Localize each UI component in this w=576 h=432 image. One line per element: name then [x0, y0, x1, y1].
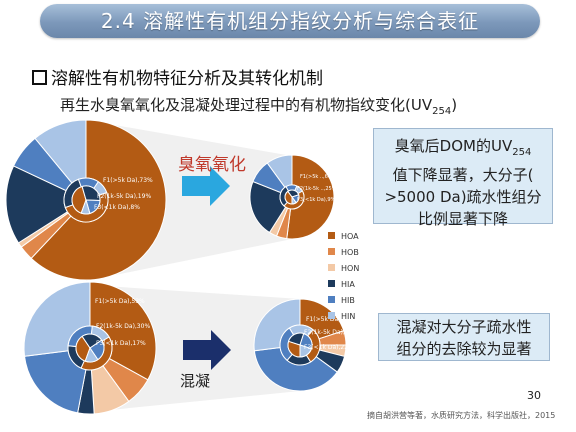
ozone-before-label-1: F1(>5k Da),73% — [103, 177, 153, 184]
subtitle: 再生水臭氧氧化及混凝处理过程中的有机物指纹变化(UV254) — [60, 94, 457, 117]
coag-after-label-2: F2(1k-5k Da),37% — [304, 329, 358, 336]
legend-swatch — [328, 296, 335, 303]
legend-swatch — [328, 264, 335, 271]
legend-swatch — [328, 312, 335, 319]
coag-after-label-3: F3(<1k Da),22% — [304, 344, 354, 351]
coag-before-label-3: F3(<1k Da),17% — [96, 340, 146, 347]
coag-note-line-2: 组分的去除较为显著 — [396, 340, 532, 358]
ozone-after-label-2: F2(1k-5k ..,25% — [297, 186, 337, 192]
coag-before-label-1: F1(>5k Da),53% — [95, 298, 145, 305]
legend-swatch — [328, 248, 335, 255]
legend-item-hin: HIN — [328, 312, 359, 328]
ozone-before-label-3: F3(<1k Da),8% — [94, 204, 140, 211]
legend-swatch — [328, 280, 335, 287]
slide-title: 2.4 溶解性有机组分指纹分析与综合表征 — [100, 9, 480, 33]
legend-item-hib: HIB — [328, 296, 359, 312]
ozone-after-inner-slice-hin-3 — [291, 195, 297, 205]
legend-item-hia: HIA — [328, 280, 359, 296]
legend-label: HIB — [341, 296, 355, 305]
coag-before-inner-slice-hoa-0 — [75, 335, 91, 362]
ozone-label: 臭氧氧化 — [178, 155, 246, 175]
ozone-note-line-3: >5000 Da)疏水性组分 — [384, 188, 542, 206]
ozone-note: 臭氧后DOM的UV254 值下降显著，大分子( >5000 Da)疏水性组分 比… — [373, 128, 553, 228]
ozone-note-line-1: 臭氧后DOM的UV254 — [394, 137, 532, 158]
ozone-before-inner-slice-hia-1 — [81, 185, 101, 202]
ozone-before-inner-slice-hin-3 — [80, 198, 91, 215]
citation: 摘自胡洪营等著，水质研究方法，科学出版社，2015 — [367, 411, 556, 420]
coagulation-note: 混凝对大分子疏水性 组分的去除较为显著 — [378, 313, 550, 361]
page-number: 30 — [527, 389, 541, 402]
legend-label: HIN — [341, 312, 356, 321]
ozone-arrow-icon — [182, 166, 230, 206]
legend-label: HIA — [341, 280, 355, 289]
subtitle-text: 再生水臭氧氧化及混凝处理过程中的有机物指纹变化(UV — [60, 96, 433, 114]
checkbox-square-icon — [32, 70, 47, 85]
legend-item-hon: HON — [328, 264, 359, 280]
ozone-after-label-3: F3(<1k Da),9% — [297, 197, 335, 203]
coag-after-label-1: F1(>5k Da),41% — [306, 316, 356, 323]
coag-arrow-icon — [183, 330, 231, 370]
subtitle-subscript: 254 — [432, 106, 452, 117]
coag-before-label-2: F2(1k-5k Da),30% — [96, 323, 150, 330]
coag-after-inner-slice-hin-3 — [299, 344, 313, 358]
section-heading: 溶解性有机物特征分析及其转化机制 — [32, 64, 323, 89]
ozone-before-inner-slice-hoa-0 — [71, 185, 87, 214]
legend-swatch — [328, 232, 335, 239]
title-banner: 2.4 溶解性有机组分指纹分析与综合表征 — [40, 4, 540, 38]
subtitle-close: ) — [451, 96, 458, 114]
coag-before-inner-slice-hin-3 — [84, 346, 99, 363]
coagulation-label: 混凝 — [180, 372, 211, 390]
legend-label: HOB — [341, 248, 359, 257]
coag-note-line-1: 混凝对大分子疏水性 — [396, 318, 532, 336]
legend-item-hob: HOB — [328, 248, 359, 264]
legend: HOA HOB HON HIA HIB HIN — [328, 232, 359, 328]
legend-label: HOA — [341, 232, 359, 241]
ozone-before-label-2: F2(1k-5k Da),19% — [97, 193, 151, 200]
legend-label: HON — [341, 264, 360, 273]
section-heading-text: 溶解性有机物特征分析及其转化机制 — [51, 69, 323, 89]
ozone-note-line-2: 值下降显著，大分子( — [392, 166, 534, 184]
ozone-after-label-1: F1(>5k ..,66% — [300, 174, 336, 180]
ozone-note-line-4: 比例显著下降 — [417, 210, 508, 228]
legend-item-hoa: HOA — [328, 232, 359, 248]
